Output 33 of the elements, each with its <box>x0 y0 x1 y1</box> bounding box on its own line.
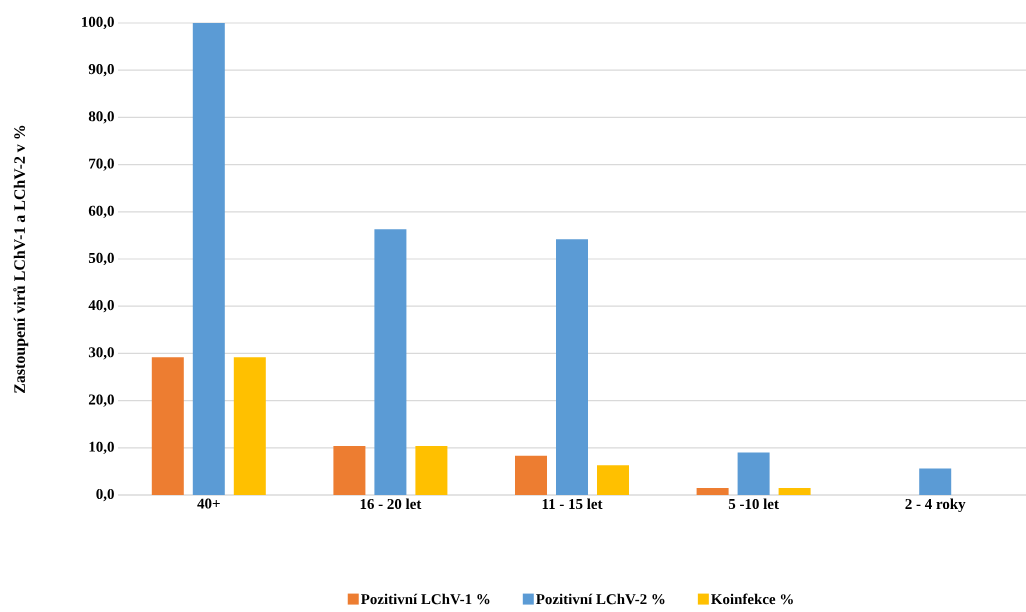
legend-label: Pozitivní LChV-2 % <box>536 593 665 605</box>
x-tick-label: 11 - 15 let <box>542 498 603 510</box>
bar <box>696 487 729 495</box>
y-tick-label: 90,0 <box>88 64 114 77</box>
y-tick-label: 50,0 <box>88 252 114 266</box>
x-tick-label: 5 -10 let <box>728 498 779 510</box>
x-tick-label: 16 - 20 let <box>360 498 422 510</box>
bar <box>597 465 629 495</box>
x-tick-label: 2 - 4 roky <box>905 498 966 513</box>
bar <box>333 445 366 495</box>
bar <box>151 357 184 495</box>
bar <box>374 229 407 495</box>
y-tick-label: 100,0 <box>82 16 114 30</box>
bar <box>778 487 811 495</box>
bar <box>515 455 547 495</box>
x-tick-label: 40+ <box>197 498 220 509</box>
y-tick-label: 0,0 <box>96 488 114 502</box>
y-tick-label: 30,0 <box>88 347 114 360</box>
legend-label: Koinfekce % <box>711 593 793 605</box>
y-tick-label: 80,0 <box>88 111 114 124</box>
bar <box>415 445 448 495</box>
bar <box>556 239 588 495</box>
bar <box>233 357 266 495</box>
bar <box>737 452 770 495</box>
bar <box>192 23 225 495</box>
bar <box>919 468 952 495</box>
y-tick-label: 10,0 <box>89 441 114 454</box>
y-tick-label: 40,0 <box>88 300 114 313</box>
y-tick-label: 60,0 <box>88 205 114 218</box>
y-tick-label: 20,0 <box>88 394 114 407</box>
y-axis-title: Zastoupení virů LChV-1 a LChV-2 v % <box>13 125 29 394</box>
y-tick-label: 70,0 <box>89 158 114 171</box>
legend-label: Pozitivní LChV-1 % <box>360 593 490 605</box>
